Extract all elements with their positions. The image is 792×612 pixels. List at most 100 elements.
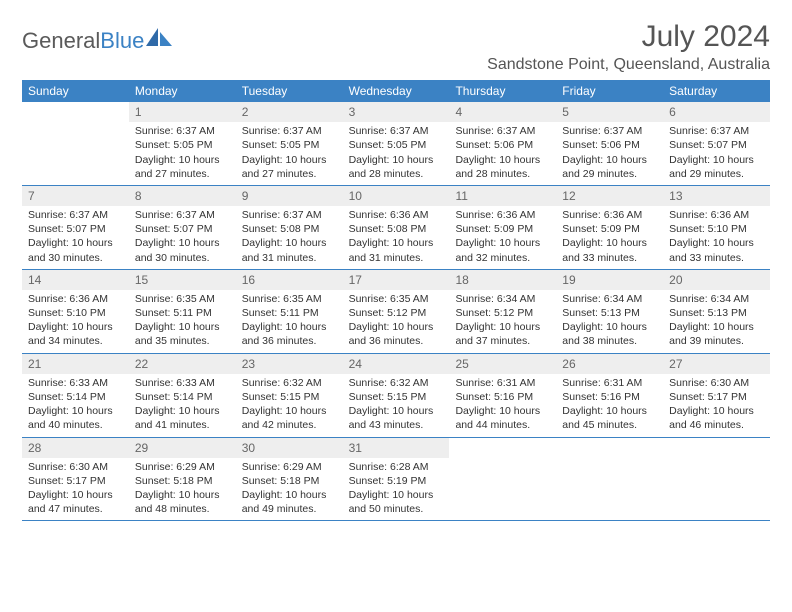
calendar-table: Sunday Monday Tuesday Wednesday Thursday… — [22, 80, 770, 521]
day-cell: 11Sunrise: 6:36 AMSunset: 5:09 PMDayligh… — [449, 186, 556, 269]
day-cell: 20Sunrise: 6:34 AMSunset: 5:13 PMDayligh… — [663, 270, 770, 353]
sunrise-text: Sunrise: 6:36 AM — [455, 208, 550, 222]
day-body: Sunrise: 6:37 AMSunset: 5:07 PMDaylight:… — [22, 208, 129, 269]
day-body: Sunrise: 6:37 AMSunset: 5:06 PMDaylight:… — [556, 124, 663, 185]
week-row: 1Sunrise: 6:37 AMSunset: 5:05 PMDaylight… — [22, 102, 770, 186]
sunrise-text: Sunrise: 6:35 AM — [242, 292, 337, 306]
day-cell: 15Sunrise: 6:35 AMSunset: 5:11 PMDayligh… — [129, 270, 236, 353]
day-body: Sunrise: 6:37 AMSunset: 5:07 PMDaylight:… — [129, 208, 236, 269]
sunset-text: Sunset: 5:05 PM — [135, 138, 230, 152]
daylight-text: Daylight: 10 hours and 47 minutes. — [28, 488, 123, 516]
day-number: 16 — [236, 270, 343, 290]
sunset-text: Sunset: 5:05 PM — [242, 138, 337, 152]
day-body: Sunrise: 6:37 AMSunset: 5:07 PMDaylight:… — [663, 124, 770, 185]
daylight-text: Daylight: 10 hours and 29 minutes. — [562, 153, 657, 181]
day-body: Sunrise: 6:36 AMSunset: 5:08 PMDaylight:… — [343, 208, 450, 269]
day-number: 1 — [129, 102, 236, 122]
sunset-text: Sunset: 5:07 PM — [28, 222, 123, 236]
daylight-text: Daylight: 10 hours and 34 minutes. — [28, 320, 123, 348]
day-number: 10 — [343, 186, 450, 206]
day-cell: 29Sunrise: 6:29 AMSunset: 5:18 PMDayligh… — [129, 438, 236, 521]
day-cell: 7Sunrise: 6:37 AMSunset: 5:07 PMDaylight… — [22, 186, 129, 269]
daylight-text: Daylight: 10 hours and 31 minutes. — [349, 236, 444, 264]
day-cell: 16Sunrise: 6:35 AMSunset: 5:11 PMDayligh… — [236, 270, 343, 353]
day-cell: 10Sunrise: 6:36 AMSunset: 5:08 PMDayligh… — [343, 186, 450, 269]
day-body: Sunrise: 6:35 AMSunset: 5:11 PMDaylight:… — [129, 292, 236, 353]
sunrise-text: Sunrise: 6:36 AM — [669, 208, 764, 222]
day-body: Sunrise: 6:34 AMSunset: 5:12 PMDaylight:… — [449, 292, 556, 353]
day-number: 3 — [343, 102, 450, 122]
day-cell: 21Sunrise: 6:33 AMSunset: 5:14 PMDayligh… — [22, 354, 129, 437]
day-header-tuesday: Tuesday — [236, 80, 343, 102]
day-body: Sunrise: 6:29 AMSunset: 5:18 PMDaylight:… — [236, 460, 343, 521]
day-cell: 30Sunrise: 6:29 AMSunset: 5:18 PMDayligh… — [236, 438, 343, 521]
daylight-text: Daylight: 10 hours and 30 minutes. — [28, 236, 123, 264]
day-header-friday: Friday — [556, 80, 663, 102]
day-cell: 6Sunrise: 6:37 AMSunset: 5:07 PMDaylight… — [663, 102, 770, 185]
logo-text-1: General — [22, 28, 100, 53]
sunrise-text: Sunrise: 6:37 AM — [562, 124, 657, 138]
day-number: 11 — [449, 186, 556, 206]
day-cell — [663, 438, 770, 521]
daylight-text: Daylight: 10 hours and 36 minutes. — [349, 320, 444, 348]
day-body: Sunrise: 6:37 AMSunset: 5:05 PMDaylight:… — [343, 124, 450, 185]
sunset-text: Sunset: 5:11 PM — [242, 306, 337, 320]
sunrise-text: Sunrise: 6:37 AM — [135, 124, 230, 138]
logo-text: GeneralBlue — [22, 28, 144, 54]
day-cell: 31Sunrise: 6:28 AMSunset: 5:19 PMDayligh… — [343, 438, 450, 521]
daylight-text: Daylight: 10 hours and 44 minutes. — [455, 404, 550, 432]
location-subtitle: Sandstone Point, Queensland, Australia — [487, 56, 770, 74]
sunset-text: Sunset: 5:17 PM — [28, 474, 123, 488]
daylight-text: Daylight: 10 hours and 39 minutes. — [669, 320, 764, 348]
daylight-text: Daylight: 10 hours and 33 minutes. — [562, 236, 657, 264]
day-cell: 18Sunrise: 6:34 AMSunset: 5:12 PMDayligh… — [449, 270, 556, 353]
sunrise-text: Sunrise: 6:36 AM — [28, 292, 123, 306]
day-header-sunday: Sunday — [22, 80, 129, 102]
sunset-text: Sunset: 5:15 PM — [242, 390, 337, 404]
day-header-monday: Monday — [129, 80, 236, 102]
daylight-text: Daylight: 10 hours and 50 minutes. — [349, 488, 444, 516]
day-number: 18 — [449, 270, 556, 290]
day-cell: 14Sunrise: 6:36 AMSunset: 5:10 PMDayligh… — [22, 270, 129, 353]
day-cell: 9Sunrise: 6:37 AMSunset: 5:08 PMDaylight… — [236, 186, 343, 269]
day-cell: 13Sunrise: 6:36 AMSunset: 5:10 PMDayligh… — [663, 186, 770, 269]
sunrise-text: Sunrise: 6:31 AM — [455, 376, 550, 390]
day-number: 22 — [129, 354, 236, 374]
sunrise-text: Sunrise: 6:35 AM — [135, 292, 230, 306]
day-number: 6 — [663, 102, 770, 122]
day-cell: 27Sunrise: 6:30 AMSunset: 5:17 PMDayligh… — [663, 354, 770, 437]
sunset-text: Sunset: 5:18 PM — [242, 474, 337, 488]
daylight-text: Daylight: 10 hours and 29 minutes. — [669, 153, 764, 181]
day-number: 31 — [343, 438, 450, 458]
sunrise-text: Sunrise: 6:35 AM — [349, 292, 444, 306]
daylight-text: Daylight: 10 hours and 40 minutes. — [28, 404, 123, 432]
day-number: 12 — [556, 186, 663, 206]
sunset-text: Sunset: 5:12 PM — [349, 306, 444, 320]
day-body: Sunrise: 6:36 AMSunset: 5:10 PMDaylight:… — [22, 292, 129, 353]
day-cell: 28Sunrise: 6:30 AMSunset: 5:17 PMDayligh… — [22, 438, 129, 521]
day-body: Sunrise: 6:35 AMSunset: 5:11 PMDaylight:… — [236, 292, 343, 353]
sunrise-text: Sunrise: 6:34 AM — [455, 292, 550, 306]
sunrise-text: Sunrise: 6:33 AM — [135, 376, 230, 390]
day-number: 21 — [22, 354, 129, 374]
day-number: 30 — [236, 438, 343, 458]
sunset-text: Sunset: 5:16 PM — [455, 390, 550, 404]
day-body: Sunrise: 6:32 AMSunset: 5:15 PMDaylight:… — [236, 376, 343, 437]
sunset-text: Sunset: 5:15 PM — [349, 390, 444, 404]
week-row: 7Sunrise: 6:37 AMSunset: 5:07 PMDaylight… — [22, 186, 770, 270]
day-cell — [449, 438, 556, 521]
day-body: Sunrise: 6:34 AMSunset: 5:13 PMDaylight:… — [556, 292, 663, 353]
sunset-text: Sunset: 5:10 PM — [669, 222, 764, 236]
day-number: 7 — [22, 186, 129, 206]
sunrise-text: Sunrise: 6:37 AM — [669, 124, 764, 138]
day-cell — [22, 102, 129, 185]
daylight-text: Daylight: 10 hours and 38 minutes. — [562, 320, 657, 348]
day-number: 20 — [663, 270, 770, 290]
daylight-text: Daylight: 10 hours and 28 minutes. — [349, 153, 444, 181]
day-number: 29 — [129, 438, 236, 458]
day-body: Sunrise: 6:31 AMSunset: 5:16 PMDaylight:… — [556, 376, 663, 437]
day-header-saturday: Saturday — [663, 80, 770, 102]
logo-text-2: Blue — [100, 28, 144, 53]
sunrise-text: Sunrise: 6:29 AM — [242, 460, 337, 474]
day-number: 8 — [129, 186, 236, 206]
